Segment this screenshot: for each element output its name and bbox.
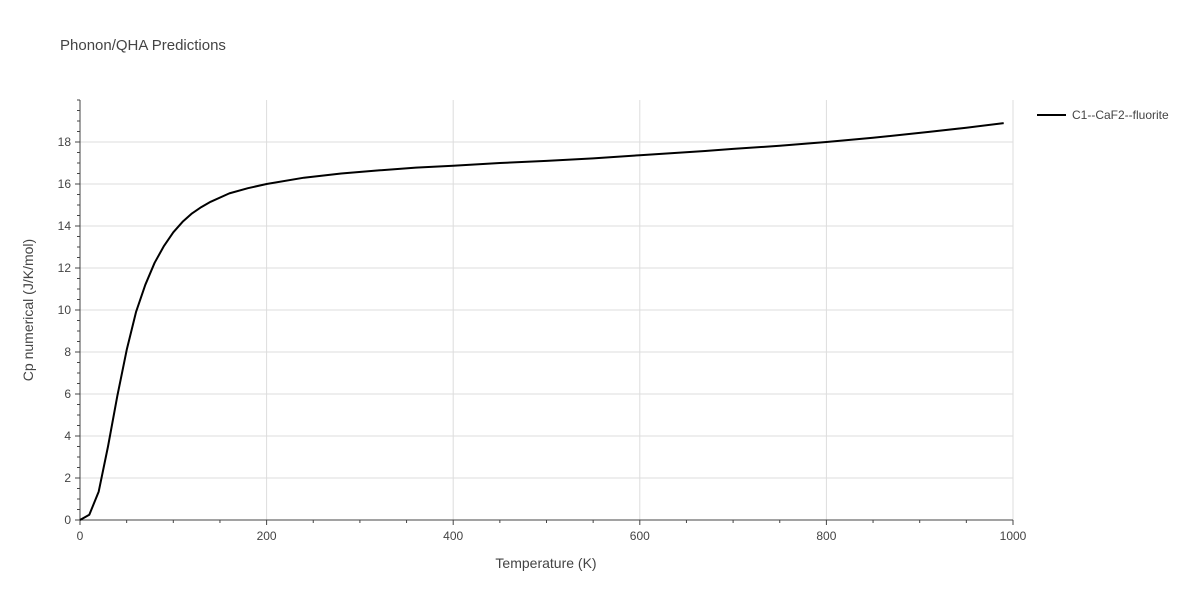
- y-tick-label: 8: [64, 345, 71, 359]
- axes: 0 200 400 600 800 1000 0 2 4 6 8 10 12 14 16 18: [58, 99, 1027, 543]
- y-tick-label: 16: [58, 177, 72, 191]
- y-tick-label: 12: [58, 261, 72, 275]
- y-tick-label: 18: [58, 135, 72, 149]
- legend-item[interactable]: C1--CaF2--fluorite: [1037, 108, 1169, 122]
- grid: [80, 100, 1014, 520]
- y-axis-label: Cp numerical (J/K/mol): [20, 239, 36, 381]
- y-tick-label: 10: [58, 303, 72, 317]
- x-tick-label: 1000: [1000, 529, 1027, 543]
- x-tick-label: 600: [630, 529, 650, 543]
- series-layer: [79, 122, 1004, 521]
- y-tick-label: 6: [64, 387, 71, 401]
- y-tick-label: 2: [64, 471, 71, 485]
- y-tick-label: 4: [64, 429, 71, 443]
- x-axis-label: Temperature (K): [495, 555, 596, 571]
- legend[interactable]: C1--CaF2--fluorite: [1037, 108, 1169, 122]
- series-line: [79, 122, 1004, 521]
- x-tick-label: 0: [77, 529, 84, 543]
- x-tick-label: 800: [816, 529, 836, 543]
- legend-label: C1--CaF2--fluorite: [1072, 108, 1169, 122]
- y-tick-label: 0: [64, 513, 71, 527]
- y-tick-label: 14: [58, 219, 72, 233]
- chart-title: Phonon/QHA Predictions: [60, 37, 226, 54]
- x-tick-label: 400: [443, 529, 463, 543]
- x-tick-label: 200: [257, 529, 277, 543]
